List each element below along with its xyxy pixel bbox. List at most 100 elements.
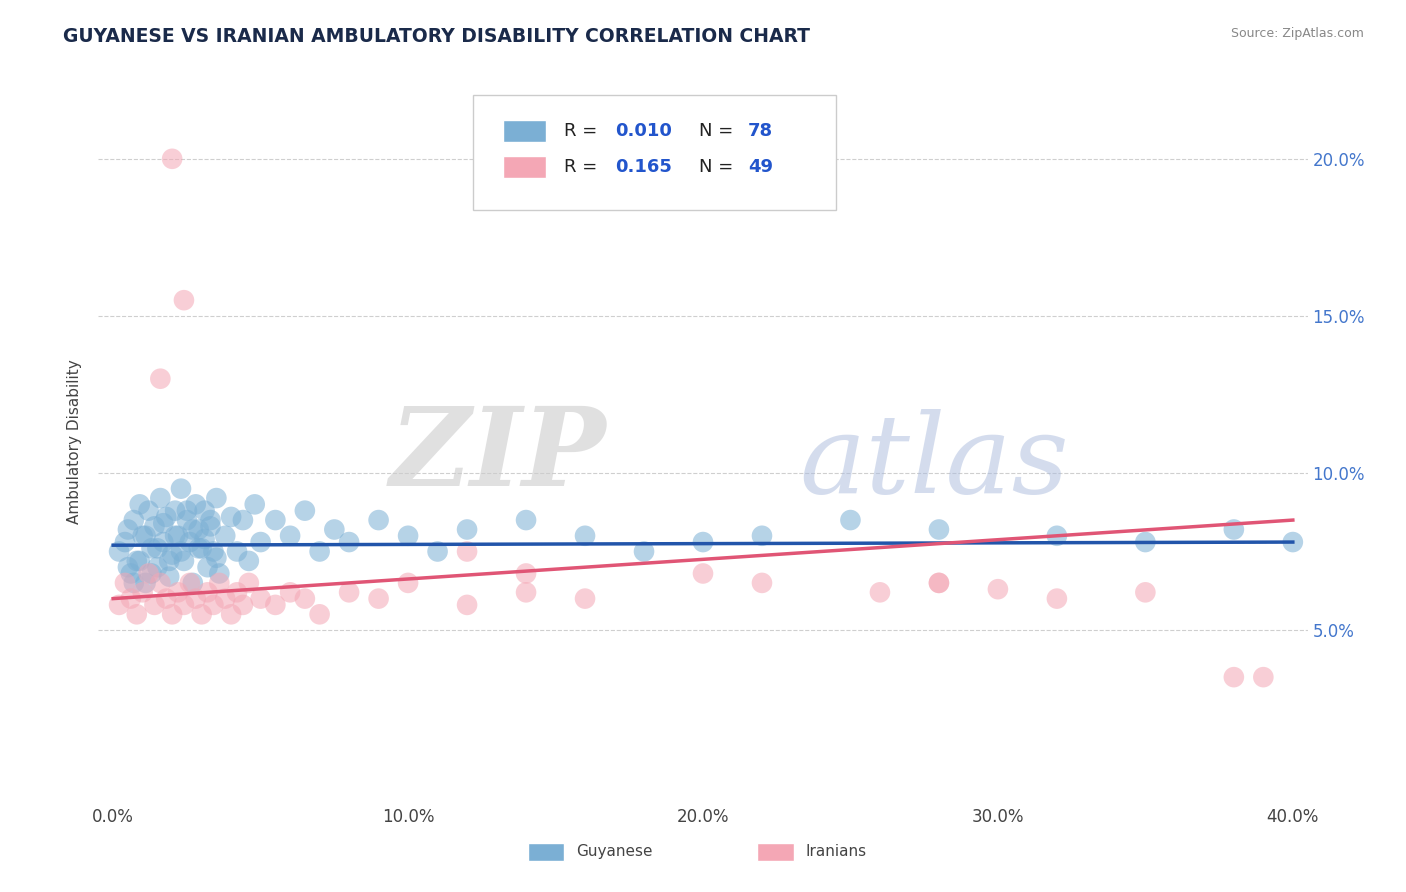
Point bbox=[138, 503, 160, 517]
Point bbox=[181, 575, 204, 590]
Point bbox=[367, 591, 389, 606]
Text: 0.010: 0.010 bbox=[614, 122, 672, 140]
Point bbox=[249, 535, 271, 549]
Point bbox=[167, 585, 190, 599]
Point bbox=[456, 544, 478, 558]
Text: atlas: atlas bbox=[800, 409, 1070, 517]
Point bbox=[179, 575, 201, 590]
Point bbox=[120, 591, 142, 606]
Point bbox=[176, 503, 198, 517]
Point bbox=[179, 535, 201, 549]
Point bbox=[692, 535, 714, 549]
Point bbox=[928, 523, 950, 537]
Point bbox=[125, 607, 148, 622]
Point bbox=[190, 541, 212, 556]
Point bbox=[131, 585, 153, 599]
Point bbox=[143, 598, 166, 612]
Point bbox=[149, 372, 172, 386]
FancyBboxPatch shape bbox=[527, 843, 564, 861]
Text: R =: R = bbox=[564, 122, 603, 140]
FancyBboxPatch shape bbox=[758, 843, 794, 861]
Point bbox=[515, 585, 537, 599]
Point bbox=[1135, 535, 1157, 549]
Text: Source: ZipAtlas.com: Source: ZipAtlas.com bbox=[1230, 27, 1364, 40]
Point bbox=[232, 513, 254, 527]
Point bbox=[197, 585, 219, 599]
Point bbox=[138, 566, 160, 581]
Point bbox=[194, 532, 217, 546]
Point bbox=[122, 513, 145, 527]
Point bbox=[337, 535, 360, 549]
Point bbox=[692, 566, 714, 581]
Point bbox=[243, 497, 266, 511]
Point bbox=[184, 497, 207, 511]
Point bbox=[751, 575, 773, 590]
Point bbox=[125, 554, 148, 568]
Point bbox=[294, 591, 316, 606]
Point bbox=[202, 598, 225, 612]
Point bbox=[515, 566, 537, 581]
Text: N =: N = bbox=[699, 122, 740, 140]
Point bbox=[173, 293, 195, 308]
Point bbox=[187, 523, 209, 537]
Point bbox=[839, 513, 862, 527]
Point bbox=[205, 550, 228, 565]
Point bbox=[122, 575, 145, 590]
Point bbox=[219, 607, 242, 622]
Point bbox=[456, 523, 478, 537]
Point bbox=[146, 560, 169, 574]
Point bbox=[117, 560, 139, 574]
Point bbox=[160, 607, 183, 622]
Text: R =: R = bbox=[564, 158, 603, 176]
Y-axis label: Ambulatory Disability: Ambulatory Disability bbox=[67, 359, 83, 524]
Point bbox=[114, 535, 136, 549]
Point bbox=[108, 598, 131, 612]
Point bbox=[264, 513, 287, 527]
Point bbox=[633, 544, 655, 558]
Point bbox=[146, 541, 169, 556]
Point bbox=[208, 575, 231, 590]
Point bbox=[751, 529, 773, 543]
Point bbox=[1046, 529, 1069, 543]
Point bbox=[135, 529, 157, 543]
Point bbox=[108, 544, 131, 558]
Point bbox=[1223, 670, 1246, 684]
Text: 78: 78 bbox=[748, 122, 773, 140]
Point bbox=[249, 591, 271, 606]
Point bbox=[323, 523, 346, 537]
Point bbox=[135, 575, 157, 590]
Point bbox=[238, 575, 260, 590]
Point bbox=[160, 152, 183, 166]
Point bbox=[184, 591, 207, 606]
Point bbox=[165, 529, 187, 543]
Point bbox=[152, 516, 174, 531]
Point bbox=[214, 591, 236, 606]
Point bbox=[308, 607, 330, 622]
Point bbox=[128, 554, 150, 568]
Point bbox=[278, 529, 301, 543]
Point bbox=[170, 482, 193, 496]
Point bbox=[149, 491, 172, 505]
Point bbox=[117, 523, 139, 537]
Point bbox=[226, 544, 249, 558]
Point bbox=[987, 582, 1010, 597]
Point bbox=[202, 544, 225, 558]
Text: ZIP: ZIP bbox=[389, 402, 606, 509]
Point bbox=[219, 510, 242, 524]
Text: GUYANESE VS IRANIAN AMBULATORY DISABILITY CORRELATION CHART: GUYANESE VS IRANIAN AMBULATORY DISABILIT… bbox=[63, 27, 810, 45]
Text: N =: N = bbox=[699, 158, 740, 176]
Point bbox=[197, 560, 219, 574]
Point bbox=[173, 554, 195, 568]
Point bbox=[205, 491, 228, 505]
Point bbox=[160, 548, 183, 562]
Point bbox=[131, 529, 153, 543]
Point bbox=[200, 519, 222, 533]
FancyBboxPatch shape bbox=[503, 156, 546, 178]
Text: Iranians: Iranians bbox=[806, 844, 868, 859]
Point bbox=[226, 585, 249, 599]
Point bbox=[264, 598, 287, 612]
Point bbox=[278, 585, 301, 599]
Point bbox=[396, 575, 419, 590]
Point bbox=[574, 591, 596, 606]
Point bbox=[308, 544, 330, 558]
